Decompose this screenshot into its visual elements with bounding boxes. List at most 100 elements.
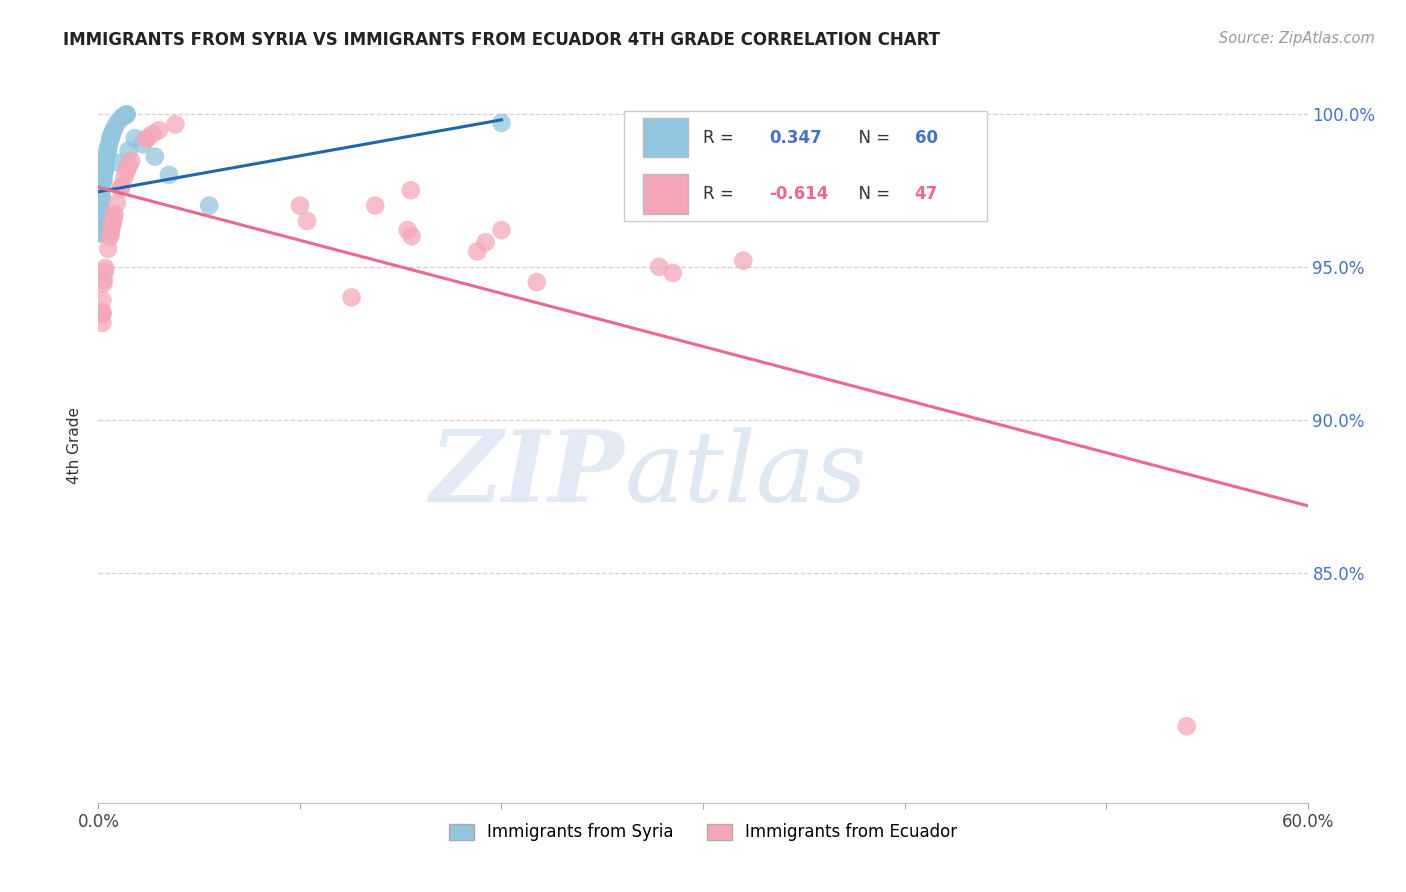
Point xyxy=(94,261,117,276)
Point xyxy=(112,170,135,185)
Text: atlas: atlas xyxy=(624,427,868,522)
Point xyxy=(94,153,117,168)
Point xyxy=(118,159,141,173)
Point xyxy=(101,125,124,139)
Point xyxy=(120,153,142,168)
Point xyxy=(107,155,129,169)
Point xyxy=(94,153,117,167)
Point xyxy=(100,130,122,145)
Point xyxy=(91,174,114,188)
Text: N =: N = xyxy=(848,128,896,146)
Point xyxy=(93,164,115,178)
Point xyxy=(340,290,363,304)
Text: -0.614: -0.614 xyxy=(769,186,830,203)
FancyBboxPatch shape xyxy=(643,175,689,214)
Text: IMMIGRANTS FROM SYRIA VS IMMIGRANTS FROM ECUADOR 4TH GRADE CORRELATION CHART: IMMIGRANTS FROM SYRIA VS IMMIGRANTS FROM… xyxy=(63,31,941,49)
Point xyxy=(89,206,111,220)
Point xyxy=(143,150,166,164)
Point xyxy=(491,116,513,130)
Point xyxy=(100,132,122,146)
Point xyxy=(100,128,122,142)
Point xyxy=(93,164,115,178)
Point xyxy=(364,198,387,212)
Point xyxy=(98,229,121,244)
Point xyxy=(90,193,112,207)
Point xyxy=(474,235,496,250)
Text: Source: ZipAtlas.com: Source: ZipAtlas.com xyxy=(1219,31,1375,46)
Point xyxy=(401,229,423,244)
Text: N =: N = xyxy=(848,186,896,203)
Point xyxy=(91,293,114,308)
Point xyxy=(93,167,115,181)
Point xyxy=(90,191,112,205)
Point xyxy=(91,172,114,186)
Point xyxy=(89,211,111,226)
Point xyxy=(526,275,548,289)
Point xyxy=(89,206,111,220)
Point xyxy=(165,117,187,131)
Point xyxy=(100,224,122,238)
Point xyxy=(91,182,114,196)
Point xyxy=(115,107,138,121)
Point xyxy=(89,223,111,237)
Point xyxy=(661,266,683,280)
Point xyxy=(94,161,117,175)
Point xyxy=(141,127,163,141)
Point xyxy=(89,202,111,217)
Point xyxy=(93,265,115,279)
Point xyxy=(91,307,114,321)
Point xyxy=(91,175,114,189)
Point xyxy=(115,107,138,121)
Point xyxy=(90,190,112,204)
Point xyxy=(89,222,111,236)
Point xyxy=(98,137,121,152)
Point xyxy=(124,131,146,145)
Point xyxy=(89,227,111,241)
Point xyxy=(104,120,127,135)
Text: 47: 47 xyxy=(915,186,938,203)
Text: 0.347: 0.347 xyxy=(769,128,823,146)
Point xyxy=(93,273,115,287)
Point xyxy=(89,210,111,224)
FancyBboxPatch shape xyxy=(643,118,689,157)
Point xyxy=(90,196,112,211)
Point xyxy=(107,115,129,129)
Point xyxy=(105,196,128,211)
Point xyxy=(89,206,111,220)
Point xyxy=(97,143,120,157)
Text: R =: R = xyxy=(703,186,744,203)
Point xyxy=(115,165,138,179)
Point xyxy=(91,316,114,330)
Point xyxy=(89,217,111,231)
Point xyxy=(101,217,124,231)
Point xyxy=(288,198,311,212)
Point xyxy=(91,183,114,197)
Point xyxy=(89,225,111,239)
Point xyxy=(94,154,117,169)
Point xyxy=(132,137,155,152)
Text: R =: R = xyxy=(703,128,744,146)
FancyBboxPatch shape xyxy=(624,111,987,221)
Y-axis label: 4th Grade: 4th Grade xyxy=(67,408,83,484)
Legend: Immigrants from Syria, Immigrants from Ecuador: Immigrants from Syria, Immigrants from E… xyxy=(441,817,965,848)
Point xyxy=(111,110,134,124)
Point xyxy=(295,214,318,228)
Point xyxy=(89,204,111,219)
Point xyxy=(103,212,125,227)
Point xyxy=(648,260,671,274)
Text: 60: 60 xyxy=(915,128,938,146)
Point xyxy=(91,306,114,320)
Point xyxy=(399,183,422,197)
Point xyxy=(465,244,488,259)
Point xyxy=(91,305,114,319)
Point xyxy=(110,179,132,194)
Point xyxy=(114,108,136,122)
Point xyxy=(103,209,125,223)
Point xyxy=(396,223,419,237)
Point xyxy=(90,191,112,205)
Point xyxy=(692,204,714,219)
Point xyxy=(148,123,170,137)
Point xyxy=(101,217,124,231)
Point xyxy=(89,208,111,222)
Point xyxy=(157,168,180,182)
